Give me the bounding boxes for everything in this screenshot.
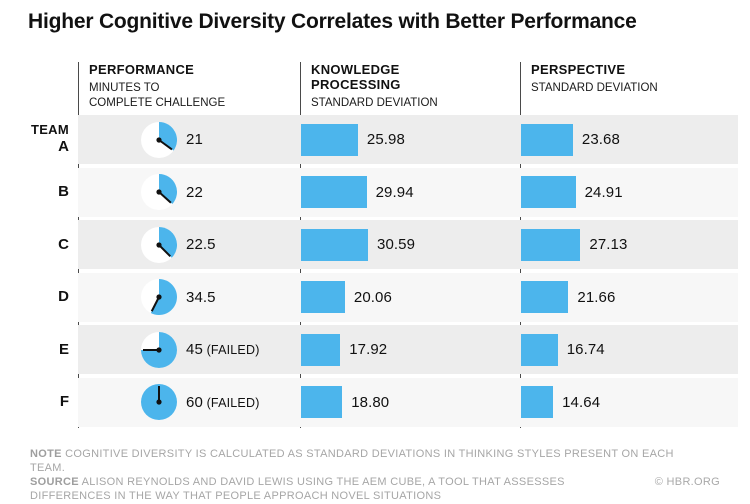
perspective-column-sublabel: STANDARD DEVIATION: [531, 81, 658, 94]
perspective-value: 24.91: [584, 183, 623, 201]
clock-icon: [141, 384, 177, 420]
perspective-cell: 14.64: [520, 377, 738, 427]
performance-value: 21: [186, 131, 203, 148]
note-label: NOTE: [30, 448, 62, 460]
knowledge-column-sublabel: STANDARD DEVIATION: [311, 96, 438, 109]
team-cell: B: [0, 167, 78, 217]
knowledge-bar: [301, 123, 358, 156]
clock-icon: [141, 226, 178, 263]
knowledge-value: 18.80: [351, 393, 390, 411]
team-name: B: [58, 183, 69, 201]
knowledge-bar: [301, 386, 343, 418]
perspective-bar: [521, 176, 576, 208]
knowledge-column-label: KNOWLEDGE PROCESSING: [311, 62, 401, 92]
team-column-label: TEAM: [30, 122, 69, 138]
perspective-cell: 23.68: [520, 115, 738, 164]
source-label: SOURCE: [30, 476, 79, 488]
note-text: COGNITIVE DIVERSITY IS CALCULATED AS STA…: [30, 448, 674, 474]
perspective-value: 14.64: [562, 393, 601, 411]
table-row-team-f: F 60 (FAILED) 18.80 14.64: [0, 377, 738, 427]
perspective-value: 27.13: [589, 236, 628, 253]
knowledge-cell: 18.80: [300, 377, 520, 427]
performance-cell: 22.5: [78, 220, 300, 269]
perspective-bar: [521, 386, 554, 418]
performance-cell: 21: [78, 115, 300, 164]
clock-icon: [141, 331, 177, 368]
perspective-column-label: PERSPECTIVE: [531, 62, 626, 77]
team-name: D: [58, 288, 69, 306]
performance-column-sublabel: MINUTES TO COMPLETE CHALLENGE: [89, 81, 226, 109]
knowledge-bar: [301, 281, 345, 313]
footnote: NOTE COGNITIVE DIVERSITY IS CALCULATED A…: [30, 447, 690, 503]
team-cell: F: [0, 377, 78, 427]
perspective-bar: [521, 333, 558, 366]
knowledge-bar: [301, 333, 341, 366]
performance-value: 45 (FAILED): [186, 341, 260, 358]
column-header-knowledge-processing: KNOWLEDGE PROCESSING STANDARD DEVIATION: [300, 62, 520, 111]
perspective-value: 23.68: [581, 131, 620, 148]
team-name: E: [58, 340, 69, 358]
perspective-bar: [521, 228, 581, 261]
chart-title: Higher Cognitive Diversity Correlates wi…: [28, 10, 637, 33]
team-cell: TEAM A: [0, 115, 78, 164]
table-row-team-c: C 22.5 30.59 27.13: [0, 220, 738, 269]
performance-cell: 45 (FAILED): [78, 325, 300, 374]
clock-icon: [141, 279, 177, 315]
perspective-cell: 24.91: [520, 167, 738, 217]
perspective-cell: 27.13: [520, 220, 738, 269]
performance-cell: 60 (FAILED): [78, 377, 300, 427]
table-body: TEAM A 21 25.98 23.68 B 22 29.94 24.91 C 22.5 30.59…: [0, 115, 738, 430]
knowledge-bar: [301, 228, 368, 261]
hbr-credit: © HBR.ORG: [654, 476, 720, 488]
performance-value: 60 (FAILED): [186, 393, 260, 411]
failed-label: (FAILED): [202, 343, 260, 357]
column-header-performance: PERFORMANCE MINUTES TO COMPLETE CHALLENG…: [78, 62, 300, 111]
table-row-team-d: D 34.5 20.06 21.66: [0, 272, 738, 322]
team-name: F: [59, 393, 69, 411]
knowledge-value: 17.92: [349, 341, 388, 358]
team-cell: E: [0, 325, 78, 374]
knowledge-value: 20.06: [353, 288, 392, 306]
knowledge-value: 29.94: [375, 183, 414, 201]
knowledge-value: 25.98: [366, 131, 405, 148]
clock-icon: [141, 174, 177, 210]
knowledge-cell: 20.06: [300, 272, 520, 322]
knowledge-cell: 25.98: [300, 115, 520, 164]
perspective-bar: [521, 281, 569, 313]
table-row-team-a: TEAM A 21 25.98 23.68: [0, 115, 738, 164]
source-line: SOURCE ALISON REYNOLDS AND DAVID LEWIS U…: [30, 475, 690, 503]
failed-label: (FAILED): [202, 395, 260, 410]
knowledge-cell: 29.94: [300, 167, 520, 217]
table-row-team-b: B 22 29.94 24.91: [0, 167, 738, 217]
column-header-perspective: PERSPECTIVE STANDARD DEVIATION: [520, 62, 738, 111]
knowledge-value: 30.59: [377, 236, 416, 253]
perspective-bar: [521, 123, 573, 156]
performance-value: 22.5: [186, 236, 216, 253]
knowledge-cell: 17.92: [300, 325, 520, 374]
perspective-value: 21.66: [577, 288, 616, 306]
team-name: A: [58, 138, 69, 156]
performance-value: 34.5: [186, 288, 216, 306]
knowledge-cell: 30.59: [300, 220, 520, 269]
performance-cell: 34.5: [78, 272, 300, 322]
knowledge-bar: [301, 176, 367, 208]
clock-icon: [141, 121, 177, 158]
team-cell: D: [0, 272, 78, 322]
table-row-team-e: E 45 (FAILED) 17.92 16.74: [0, 325, 738, 374]
source-text: ALISON REYNOLDS AND DAVID LEWIS USING TH…: [30, 476, 565, 502]
team-name: C: [58, 235, 69, 253]
perspective-cell: 16.74: [520, 325, 738, 374]
column-headers: PERFORMANCE MINUTES TO COMPLETE CHALLENG…: [78, 62, 738, 111]
performance-cell: 22: [78, 167, 300, 217]
perspective-cell: 21.66: [520, 272, 738, 322]
performance-value: 22: [186, 183, 203, 201]
performance-column-label: PERFORMANCE: [89, 62, 195, 77]
team-cell: C: [0, 220, 78, 269]
note-line: NOTE COGNITIVE DIVERSITY IS CALCULATED A…: [30, 447, 690, 475]
perspective-value: 16.74: [566, 341, 605, 358]
